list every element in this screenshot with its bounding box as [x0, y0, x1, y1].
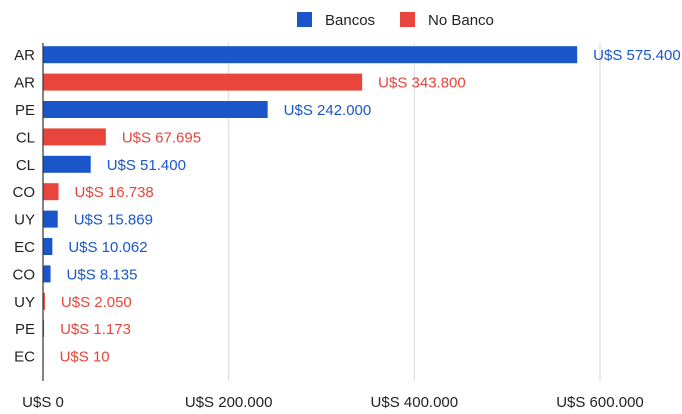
bar [43, 155, 91, 173]
category-label: CO [13, 184, 36, 201]
bar [43, 46, 578, 64]
x-tick-label: U$S 600.000 [556, 394, 644, 409]
data-label: U$S 575.400 [593, 47, 681, 64]
data-label: U$S 15.869 [74, 212, 153, 229]
data-label: U$S 67.695 [122, 129, 201, 146]
category-label: CL [16, 129, 35, 146]
bar [43, 128, 106, 146]
category-label: CL [16, 157, 35, 174]
grid-layer [228, 43, 601, 381]
data-label: U$S 343.800 [378, 75, 466, 92]
category-label: UY [14, 212, 35, 229]
bar [43, 292, 45, 310]
x-tick-label: U$S 400.000 [371, 394, 459, 409]
data-label: U$S 8.135 [67, 266, 138, 283]
data-label: U$S 2.050 [61, 294, 132, 311]
data-label: U$S 1.173 [60, 321, 131, 338]
bar [43, 265, 51, 283]
legend-label: Bancos [325, 12, 375, 29]
data-label: U$S 51.400 [107, 157, 186, 174]
data-label: U$S 10.062 [68, 239, 147, 256]
data-label: U$S 242.000 [284, 102, 372, 119]
category-label: AR [14, 75, 35, 92]
axis-layer: U$S 0 U$S 200.000 U$S 400.000 U$S 600.000 [22, 43, 644, 411]
category-label: CO [13, 266, 36, 283]
legend-swatch [400, 12, 415, 27]
category-label: EC [14, 239, 35, 256]
label-layer: AR U$S 575.400 AR U$S 343.800 PE U$S 242.000 C… [13, 47, 681, 365]
category-label: AR [14, 47, 35, 64]
bar [43, 183, 59, 201]
x-tick-label: U$S 0 [22, 394, 64, 409]
data-label: U$S 16.738 [75, 184, 154, 201]
bar [43, 101, 268, 118]
bar [43, 210, 58, 228]
legend: Bancos No Banco [297, 12, 494, 29]
category-label: PE [15, 321, 35, 338]
bar [43, 238, 53, 255]
legend-swatch [297, 12, 312, 27]
category-label: UY [14, 294, 35, 311]
x-tick-label: U$S 200.000 [185, 394, 273, 409]
bar [43, 73, 363, 91]
category-label: PE [15, 102, 35, 119]
bar-layer [43, 46, 578, 365]
category-label: EC [14, 349, 35, 366]
legend-label: No Banco [428, 12, 494, 29]
data-label: U$S 10 [60, 349, 110, 366]
